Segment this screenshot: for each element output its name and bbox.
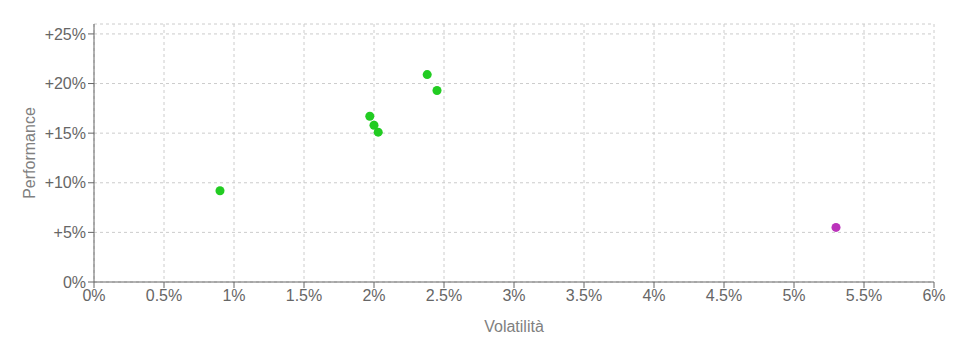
svg-text:+15%: +15%: [45, 125, 86, 142]
svg-text:Performance: Performance: [21, 107, 38, 199]
svg-text:+5%: +5%: [54, 224, 86, 241]
svg-text:3%: 3%: [502, 287, 525, 304]
svg-text:4.5%: 4.5%: [706, 287, 742, 304]
svg-text:+25%: +25%: [45, 26, 86, 43]
svg-text:0%: 0%: [82, 287, 106, 305]
svg-text:Volatilità: Volatilità: [484, 318, 544, 335]
svg-text:0%: 0%: [63, 274, 86, 291]
svg-text:1%: 1%: [222, 287, 245, 304]
svg-text:+10%: +10%: [45, 174, 86, 191]
svg-text:2%: 2%: [362, 287, 385, 304]
svg-text:1.5%: 1.5%: [286, 287, 322, 304]
svg-text:5%: 5%: [782, 287, 805, 304]
svg-text:5.5%: 5.5%: [846, 287, 882, 304]
svg-text:3.5%: 3.5%: [566, 287, 602, 304]
svg-text:6%: 6%: [922, 287, 945, 304]
svg-text:4%: 4%: [642, 287, 665, 304]
svg-text:+20%: +20%: [45, 75, 86, 92]
svg-text:0.5%: 0.5%: [146, 287, 182, 304]
svg-text:2.5%: 2.5%: [426, 287, 462, 304]
